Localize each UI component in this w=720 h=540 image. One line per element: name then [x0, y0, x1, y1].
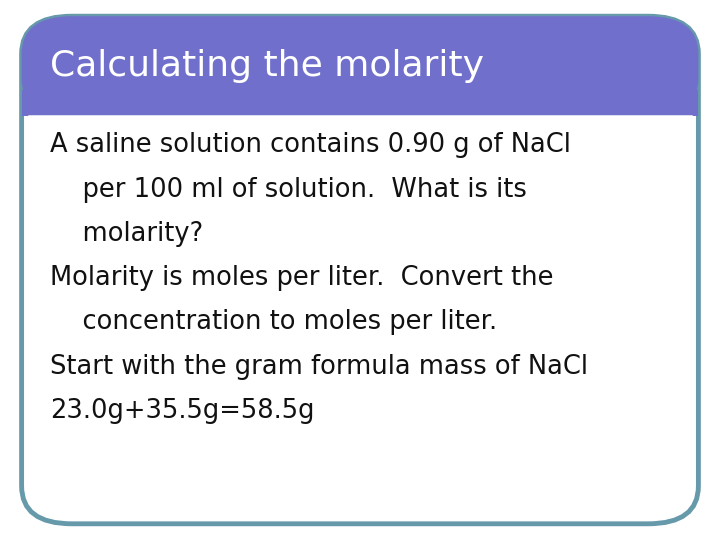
Text: per 100 ml of solution.  What is its: per 100 ml of solution. What is its [50, 177, 527, 202]
Text: A saline solution contains 0.90 g of NaCl: A saline solution contains 0.90 g of NaC… [50, 132, 571, 158]
Text: 23.0g+35.5g=58.5g: 23.0g+35.5g=58.5g [50, 398, 315, 424]
Text: molarity?: molarity? [50, 221, 204, 247]
Text: concentration to moles per liter.: concentration to moles per liter. [50, 309, 498, 335]
FancyBboxPatch shape [22, 16, 698, 116]
FancyBboxPatch shape [22, 16, 698, 524]
Text: Molarity is moles per liter.  Convert the: Molarity is moles per liter. Convert the [50, 265, 554, 291]
Text: Start with the gram formula mass of NaCl: Start with the gram formula mass of NaCl [50, 354, 588, 380]
Bar [22, 90, 698, 116]
Text: Calculating the molarity: Calculating the molarity [50, 49, 485, 83]
